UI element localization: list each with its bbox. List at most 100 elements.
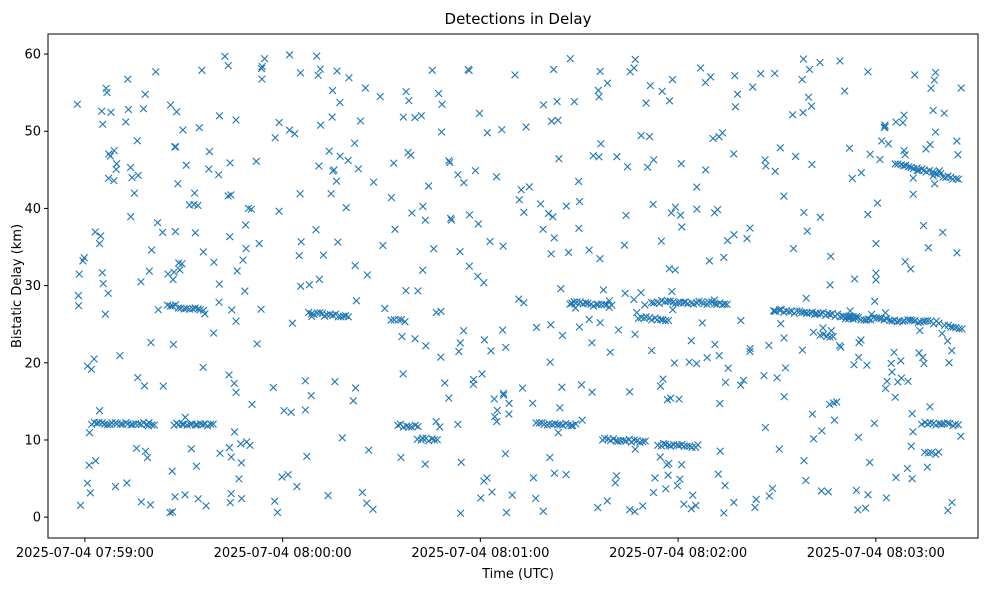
detection-marker <box>520 208 528 217</box>
detection-marker <box>329 167 337 175</box>
detection-marker <box>232 317 240 325</box>
detection-marker <box>216 449 224 458</box>
detection-marker <box>891 393 900 402</box>
detection-marker <box>539 225 547 234</box>
detection-marker <box>706 73 715 81</box>
detection-marker <box>456 247 464 256</box>
detection-marker <box>271 133 279 142</box>
detection-marker <box>593 503 602 512</box>
detection-marker <box>98 120 107 129</box>
detection-marker <box>518 384 527 392</box>
detection-marker <box>955 325 964 333</box>
detection-marker <box>225 443 234 452</box>
detection-marker <box>613 152 621 161</box>
detection-marker <box>257 64 266 73</box>
detection-marker <box>411 335 419 343</box>
detection-marker <box>195 123 204 132</box>
detection-marker <box>457 458 465 467</box>
detection-marker <box>556 420 564 429</box>
detection-marker <box>637 131 645 140</box>
detection-marker <box>73 100 82 109</box>
detection-marker <box>226 159 234 167</box>
detection-marker <box>329 311 337 320</box>
detection-marker <box>242 438 251 446</box>
detection-marker <box>201 310 209 318</box>
detection-marker <box>290 130 299 138</box>
detection-marker <box>836 57 844 65</box>
detection-marker <box>904 162 913 171</box>
detection-marker <box>331 377 339 386</box>
detection-marker <box>123 75 132 84</box>
detection-marker <box>746 224 754 232</box>
detection-marker <box>919 221 928 230</box>
detection-marker <box>818 427 826 435</box>
detection-marker <box>287 408 295 417</box>
detection-marker <box>645 132 654 141</box>
y-tick-label: 10 <box>24 433 41 448</box>
detection-marker <box>808 160 816 169</box>
detection-marker <box>501 449 510 458</box>
detection-marker <box>270 497 279 505</box>
detection-marker <box>361 84 370 92</box>
detection-marker <box>595 153 603 161</box>
detection-marker <box>486 237 494 246</box>
detection-marker <box>417 111 426 120</box>
detection-marker <box>716 399 724 408</box>
detection-marker <box>909 427 917 436</box>
detection-marker <box>691 501 700 510</box>
detection-marker <box>214 170 223 179</box>
detection-marker <box>236 439 245 448</box>
detection-marker <box>595 93 603 101</box>
detection-marker <box>334 238 342 246</box>
detection-marker <box>567 421 575 430</box>
detection-marker <box>301 377 310 385</box>
detection-marker <box>98 268 107 277</box>
detection-marker <box>686 442 694 450</box>
detection-marker <box>194 201 202 210</box>
detection-marker <box>446 214 455 223</box>
detection-marker <box>954 150 962 159</box>
detection-marker <box>935 319 943 328</box>
x-tick-label: 2025-07-04 08:02:00 <box>609 546 747 561</box>
detection-marker <box>176 266 184 274</box>
detection-marker <box>570 97 579 106</box>
detection-marker <box>76 501 85 510</box>
detection-marker <box>121 118 130 126</box>
detection-marker <box>139 104 148 113</box>
detection-marker <box>296 282 305 291</box>
detection-marker <box>539 101 548 109</box>
detection-marker <box>411 113 419 122</box>
detection-marker <box>626 67 635 76</box>
detection-marker <box>364 446 373 454</box>
detection-marker <box>687 504 696 513</box>
detection-marker <box>210 258 218 267</box>
detection-marker <box>658 87 666 96</box>
detection-marker <box>130 189 139 197</box>
detection-marker <box>687 336 696 345</box>
detection-marker <box>465 262 474 270</box>
detection-marker <box>480 336 489 344</box>
detection-marker <box>632 308 641 317</box>
detection-marker <box>642 99 650 107</box>
detection-marker <box>768 484 777 493</box>
detection-marker <box>908 316 916 325</box>
detection-marker <box>227 306 236 314</box>
detection-marker <box>285 126 294 134</box>
detection-marker <box>924 449 933 457</box>
detection-marker <box>99 279 108 288</box>
detection-marker <box>564 248 573 257</box>
detection-marker <box>536 200 545 208</box>
detection-marker <box>205 165 213 173</box>
detection-marker <box>539 507 548 516</box>
detection-marker <box>898 317 907 326</box>
detection-marker <box>597 140 605 148</box>
detection-marker <box>611 479 620 487</box>
detection-marker <box>87 365 96 374</box>
detection-marker <box>781 364 790 372</box>
detection-marker <box>944 506 952 515</box>
detection-marker <box>631 55 640 64</box>
detection-marker <box>883 377 891 386</box>
detection-marker <box>508 491 517 499</box>
detection-marker <box>546 321 555 329</box>
